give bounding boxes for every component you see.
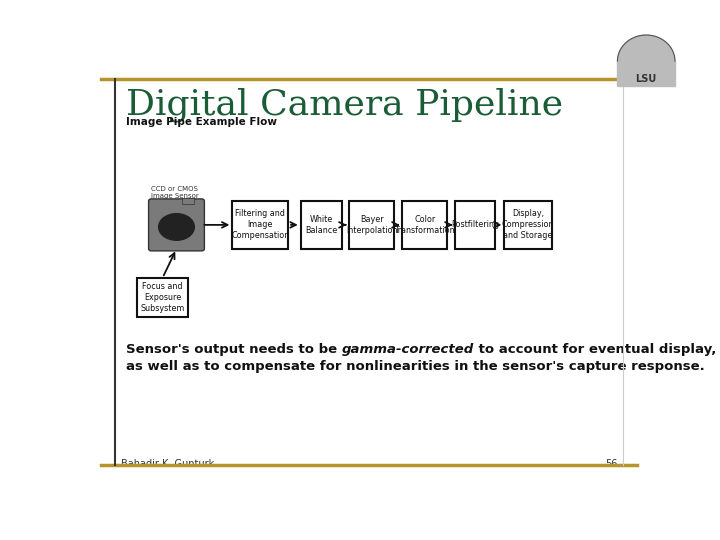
- FancyBboxPatch shape: [301, 201, 343, 249]
- Circle shape: [168, 220, 186, 234]
- FancyBboxPatch shape: [456, 201, 495, 249]
- Text: to account for eventual display,: to account for eventual display,: [474, 343, 716, 356]
- FancyBboxPatch shape: [148, 199, 204, 251]
- FancyBboxPatch shape: [504, 201, 552, 249]
- Text: LSU: LSU: [636, 74, 657, 84]
- Circle shape: [158, 214, 194, 240]
- FancyBboxPatch shape: [349, 201, 394, 249]
- Circle shape: [172, 224, 181, 230]
- Polygon shape: [618, 61, 675, 86]
- Circle shape: [163, 217, 190, 237]
- Text: Bahadir K. Gunturk: Bahadir K. Gunturk: [121, 459, 214, 469]
- FancyBboxPatch shape: [138, 278, 188, 318]
- Text: White
Balance: White Balance: [305, 215, 338, 235]
- Text: as well as to compensate for nonlinearities in the sensor's capture response.: as well as to compensate for nonlinearit…: [126, 360, 705, 373]
- Text: Bayer
Interpolation: Bayer Interpolation: [346, 215, 397, 235]
- Text: Sensor's output needs to be: Sensor's output needs to be: [126, 343, 342, 356]
- Polygon shape: [618, 35, 675, 61]
- Text: gamma-corrected: gamma-corrected: [342, 343, 474, 356]
- Text: CCD or CMOS
Image Sensor: CCD or CMOS Image Sensor: [151, 186, 199, 199]
- Text: 56: 56: [605, 459, 617, 469]
- Text: Filtering and
Image
Compensation: Filtering and Image Compensation: [231, 210, 289, 240]
- Text: Display,
Compression
and Storage: Display, Compression and Storage: [502, 210, 554, 240]
- Text: Image Pipe Example Flow: Image Pipe Example Flow: [126, 117, 277, 127]
- FancyBboxPatch shape: [233, 201, 288, 249]
- Text: Postfiltering: Postfiltering: [451, 220, 499, 230]
- Text: Focus and
Exposure
Subsystem: Focus and Exposure Subsystem: [140, 282, 185, 313]
- Text: Digital Camera Pipeline: Digital Camera Pipeline: [126, 87, 563, 122]
- FancyBboxPatch shape: [182, 198, 194, 204]
- FancyBboxPatch shape: [402, 201, 447, 249]
- Text: Color
Transformation: Color Transformation: [395, 215, 455, 235]
